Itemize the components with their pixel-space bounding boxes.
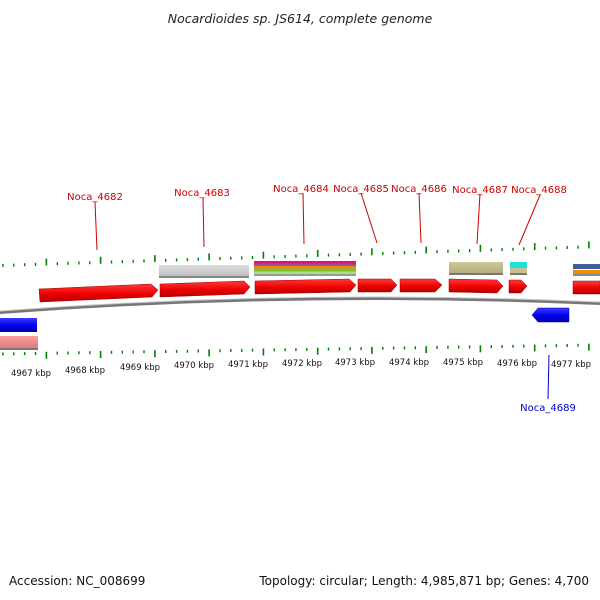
feature-band-orange-right <box>573 270 600 274</box>
reverse-strand-genes <box>0 307 570 350</box>
feature-band-light-green <box>254 271 356 274</box>
kbp-label: 4970 kbp <box>174 361 214 371</box>
feature-band-purple <box>254 263 356 266</box>
gene-arrow-noca-4685[interactable] <box>357 278 398 293</box>
map-title: Nocardioides sp. JS614, complete genome <box>168 11 433 26</box>
kbp-label: 4974 kbp <box>389 358 429 368</box>
genome-backbone-highlight <box>0 296 600 312</box>
gene-arrow-noca-4689[interactable] <box>531 307 570 323</box>
gene-arrow-noca-4686[interactable] <box>399 278 443 293</box>
gene-arrow-edge-left-blue[interactable] <box>0 318 37 332</box>
tick-marks-bottom <box>2 343 590 359</box>
kbp-label: 4972 kbp <box>282 359 322 369</box>
feature-box-tan <box>510 268 527 273</box>
gene-label-noca-4682[interactable]: Noca_4682 <box>67 192 123 203</box>
feature-box-edge-left-pink <box>0 336 38 348</box>
kbp-label: 4969 kbp <box>120 363 160 373</box>
gene-label-noca-4684[interactable]: Noca_4684 <box>273 184 329 195</box>
leader-line-noca-4689 <box>547 354 550 400</box>
leader-line-noca-4683 <box>202 197 205 248</box>
genome-backbone <box>0 296 600 314</box>
gene-label-noca-4688[interactable]: Noca_4688 <box>511 185 567 196</box>
gene-label-noca-4687[interactable]: Noca_4687 <box>452 185 508 196</box>
genome-summary-text: Topology: circular; Length: 4,985,871 bp… <box>259 574 589 588</box>
feature-box-khaki <box>449 262 503 273</box>
kbp-label: 4967 kbp <box>11 369 51 379</box>
kbp-label: 4975 kbp <box>443 358 483 368</box>
kbp-scale: 4967 kbp 4968 kbp 4969 kbp 4970 kbp 4971 kbp… <box>11 358 591 379</box>
gene-arrow-noca-4682[interactable] <box>38 283 159 303</box>
gene-arrow-noca-4683[interactable] <box>159 280 251 298</box>
feature-box-gray-shadow <box>159 276 249 278</box>
kbp-label: 4977 kbp <box>551 360 591 370</box>
gene-arrow-noca-4688[interactable] <box>508 279 528 294</box>
gene-label-noca-4685[interactable]: Noca_4685 <box>333 184 389 195</box>
kbp-label: 4968 kbp <box>65 366 105 376</box>
leader-line-noca-4684 <box>302 192 305 245</box>
feature-band-shadow-right <box>573 274 600 276</box>
gene-arrow-noca-4684[interactable] <box>254 278 357 295</box>
feature-box-tan-shadow <box>510 273 527 275</box>
gene-label-noca-4686[interactable]: Noca_4686 <box>391 184 447 195</box>
kbp-label: 4973 kbp <box>335 358 375 368</box>
forward-strand-genes <box>38 278 600 303</box>
tick-marks-top <box>2 241 590 267</box>
gene-label-noca-4689[interactable]: Noca_4689 <box>520 403 576 414</box>
gene-labels: Noca_4682 Noca_4683 Noca_4684 Noca_4685 … <box>67 184 576 414</box>
feature-box-khaki-shadow <box>449 273 503 275</box>
kbp-label: 4976 kbp <box>497 359 537 369</box>
feature-box-edge-left-pink-shadow <box>0 348 38 350</box>
accession-text: Accession: NC_008699 <box>9 574 146 588</box>
leader-line-noca-4682 <box>94 201 98 251</box>
leader-line-noca-4687 <box>476 193 481 245</box>
feature-box-gray <box>159 265 249 277</box>
feature-band-orange <box>254 266 356 269</box>
gene-arrow-edge-right[interactable] <box>572 280 600 295</box>
feature-box-cyan <box>510 262 527 268</box>
feature-band-steel <box>573 264 600 269</box>
gene-label-noca-4683[interactable]: Noca_4683 <box>174 188 230 199</box>
feature-band-gray <box>254 274 356 276</box>
feature-band-magenta <box>254 261 356 264</box>
leader-line-noca-4688 <box>518 194 541 246</box>
feature-band-green <box>254 268 356 272</box>
leader-line-noca-4685 <box>360 192 378 244</box>
feature-annotations <box>159 261 600 278</box>
kbp-label: 4971 kbp <box>228 360 268 370</box>
gene-arrow-noca-4687[interactable] <box>448 278 504 294</box>
leader-line-noca-4686 <box>418 192 422 244</box>
